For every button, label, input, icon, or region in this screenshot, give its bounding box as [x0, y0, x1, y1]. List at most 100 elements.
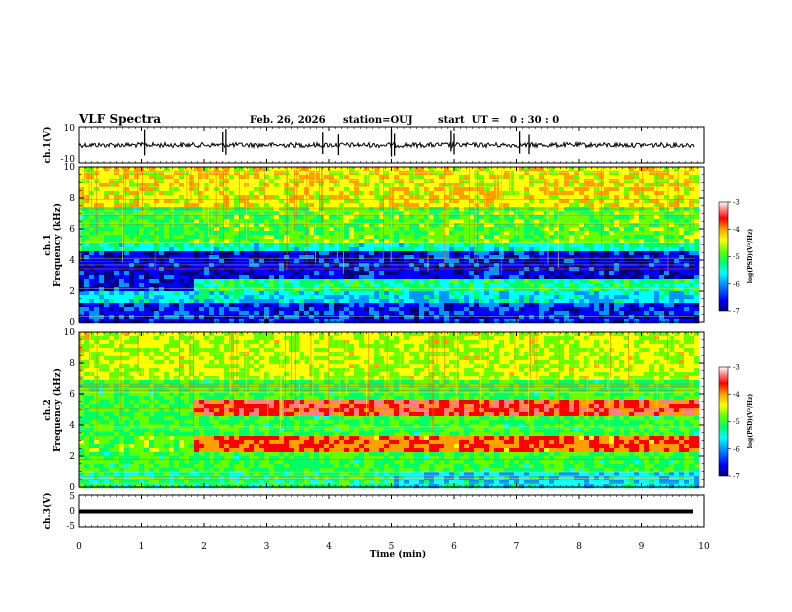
spectrogram-cell	[99, 183, 105, 188]
spectrogram-cell	[454, 183, 460, 188]
spectrogram-cell	[624, 307, 630, 312]
spectrogram-cell	[659, 295, 665, 300]
spectrogram-cell	[509, 199, 515, 204]
spectrogram-cell	[479, 171, 485, 176]
spectrogram-cell	[414, 223, 420, 228]
spectrogram-cell	[564, 295, 570, 300]
spectrogram-cell	[234, 315, 240, 320]
spectrogram-cell	[464, 259, 470, 264]
spectrogram-cell	[274, 259, 280, 264]
spectrogram-cell	[404, 251, 410, 256]
spectrogram-cell	[429, 235, 435, 240]
spectrogram-cell	[404, 279, 410, 284]
spectrogram-cell	[589, 215, 595, 220]
spectrogram-cell	[554, 307, 560, 312]
spectrogram-cell	[564, 203, 570, 208]
spectrogram-cell	[484, 303, 490, 308]
spectrogram-cell	[419, 231, 425, 236]
spectrogram-cell	[174, 231, 180, 236]
spectrogram-cell	[129, 191, 135, 196]
spectrogram-cell	[79, 215, 85, 220]
spectrogram-cell	[119, 167, 125, 172]
spectrogram-cell	[489, 255, 495, 260]
spectrogram-cell	[349, 243, 355, 248]
spectrogram-cell	[219, 315, 225, 320]
spectrogram-cell	[259, 295, 265, 300]
spectrogram-cell	[439, 187, 445, 192]
spectrogram-cell	[184, 291, 190, 296]
spectrogram-cell	[274, 199, 280, 204]
spectrogram-cell	[544, 243, 550, 248]
spectrogram-cell	[444, 299, 450, 304]
spectrogram-cell	[114, 215, 120, 220]
spectrogram-cell	[414, 187, 420, 192]
spectrogram-cell	[594, 271, 600, 276]
spectrogram-cell	[664, 275, 670, 280]
spectrogram-cell	[259, 283, 265, 288]
spectrogram-cell	[634, 219, 640, 224]
spectrogram-cell	[104, 183, 110, 188]
spectrogram-cell	[164, 311, 170, 316]
spectrogram-cell	[274, 171, 280, 176]
spectrogram-cell	[409, 191, 415, 196]
spectrogram-cell	[509, 231, 515, 236]
spectrogram-cell	[514, 299, 520, 304]
spectrogram-cell	[324, 219, 330, 224]
spectrogram-cell	[534, 187, 540, 192]
spectrogram-cell	[649, 219, 655, 224]
spectrogram-cell	[99, 195, 105, 200]
spectrogram-cell	[404, 179, 410, 184]
spectrogram-cell	[289, 239, 295, 244]
spectrogram-cell	[654, 283, 660, 288]
spectrogram-cell	[134, 247, 140, 252]
spectrogram-cell	[139, 259, 145, 264]
spectrogram-cell	[574, 171, 580, 176]
spectrogram-cell	[679, 299, 685, 304]
spectrogram-cell	[279, 291, 285, 296]
spectrogram-cell	[179, 171, 185, 176]
spectrogram-cell	[309, 291, 315, 296]
spectrogram-cell	[189, 271, 195, 276]
spectrogram-cell	[504, 303, 510, 308]
spectrogram-cell	[664, 283, 670, 288]
spectrogram-cell	[589, 275, 595, 280]
spectrogram-cell	[269, 235, 275, 240]
spectrogram-cell	[684, 307, 690, 312]
spectrogram-cell	[264, 299, 270, 304]
spectrogram-cell	[194, 279, 200, 284]
spectrogram-cell	[209, 287, 215, 292]
spectrogram-cell	[364, 219, 370, 224]
spectrogram-cell	[609, 239, 615, 244]
spectrogram-cell	[499, 275, 505, 280]
spectrogram-cell	[79, 235, 85, 240]
spectrogram-cell	[124, 175, 130, 180]
spectrogram-cell	[329, 239, 335, 244]
spectrogram-cell	[409, 275, 415, 280]
spectrogram-cell	[589, 303, 595, 308]
spectrogram-cell	[594, 279, 600, 284]
spectrogram-cell	[634, 275, 640, 280]
spectrogram-cell	[179, 287, 185, 292]
spectrogram-cell	[354, 315, 360, 320]
spectrogram-cell	[159, 287, 165, 292]
spectrogram-cell	[334, 211, 340, 216]
spectrogram-cell	[469, 271, 475, 276]
spectrogram-cell	[509, 291, 515, 296]
spectrogram-cell	[374, 191, 380, 196]
spectrogram-cell	[649, 191, 655, 196]
spectrogram-cell	[684, 319, 690, 324]
spectrogram-cell	[399, 271, 405, 276]
spectrogram-cell	[539, 179, 545, 184]
spectrogram-cell	[514, 303, 520, 308]
spectrogram-cell	[254, 275, 260, 280]
spectrogram-cell	[174, 287, 180, 292]
spectrogram-cell	[554, 255, 560, 260]
spectrogram-cell	[444, 279, 450, 284]
spectrogram-cell	[364, 315, 370, 320]
spectrogram-cell	[324, 223, 330, 228]
spectrogram-cell	[269, 219, 275, 224]
spectrogram-cell	[554, 271, 560, 276]
spectrogram-cell	[529, 247, 535, 252]
spectrogram-cell	[509, 219, 515, 224]
spectrogram-cell	[234, 227, 240, 232]
